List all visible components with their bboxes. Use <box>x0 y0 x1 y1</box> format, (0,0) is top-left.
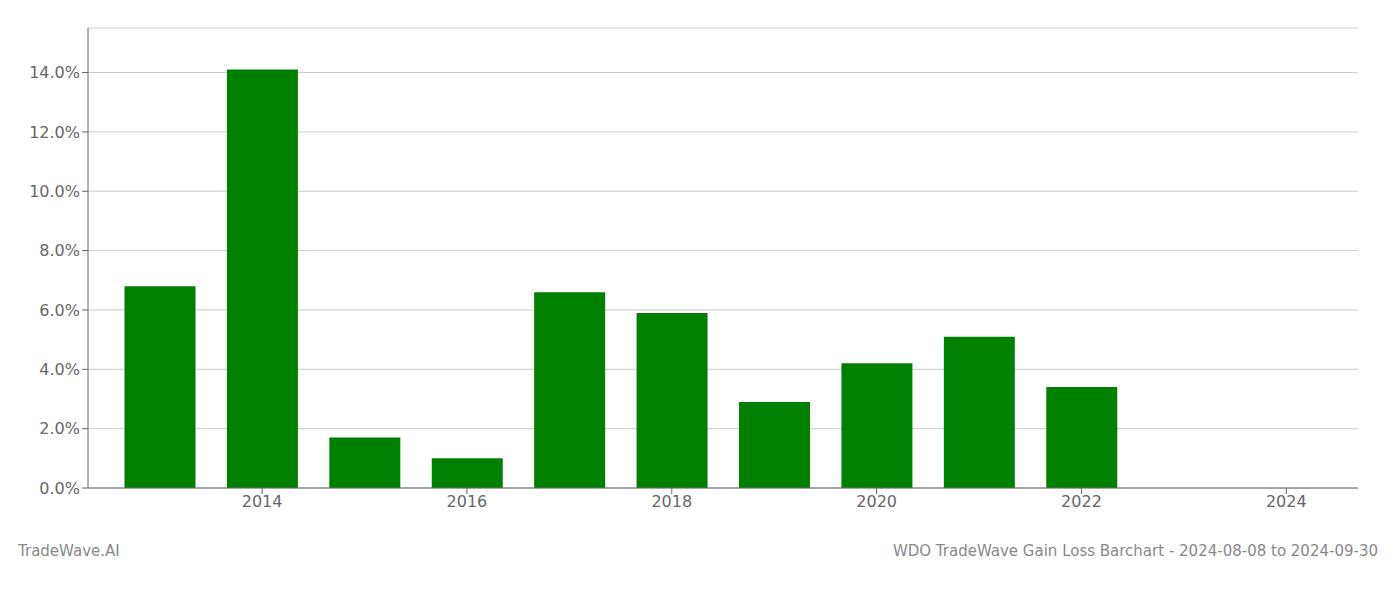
svg-text:2024: 2024 <box>1266 492 1307 511</box>
svg-text:2016: 2016 <box>447 492 488 511</box>
svg-text:2022: 2022 <box>1061 492 1102 511</box>
svg-text:10.0%: 10.0% <box>29 182 80 201</box>
svg-text:2014: 2014 <box>242 492 283 511</box>
svg-text:14.0%: 14.0% <box>29 63 80 82</box>
svg-text:12.0%: 12.0% <box>29 123 80 142</box>
svg-text:2018: 2018 <box>651 492 692 511</box>
svg-text:8.0%: 8.0% <box>39 241 80 260</box>
svg-text:2.0%: 2.0% <box>39 419 80 438</box>
svg-text:0.0%: 0.0% <box>39 479 80 498</box>
svg-text:4.0%: 4.0% <box>39 360 80 379</box>
html-text:TradeWave.AI: TradeWave.AI <box>18 542 120 560</box>
svg-text:6.0%: 6.0% <box>39 301 80 320</box>
svg-text:2020: 2020 <box>856 492 897 511</box>
html-text:WDO TradeWave Gain Loss Barcha: WDO TradeWave Gain Loss Barchart - 2024-… <box>892 542 1378 560</box>
